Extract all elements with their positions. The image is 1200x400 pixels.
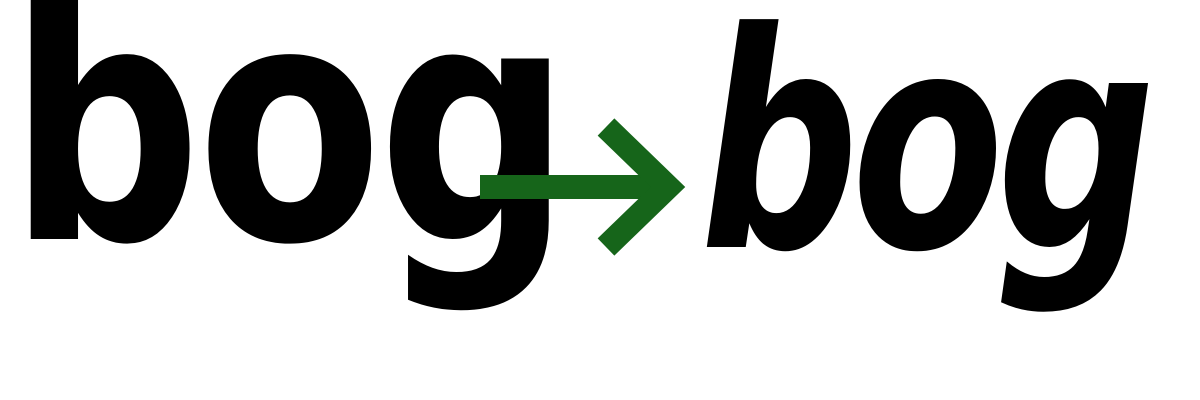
source-word: bog: [8, 0, 571, 317]
target-word: bog: [700, 0, 1156, 318]
right-arrow-icon: [480, 118, 686, 256]
